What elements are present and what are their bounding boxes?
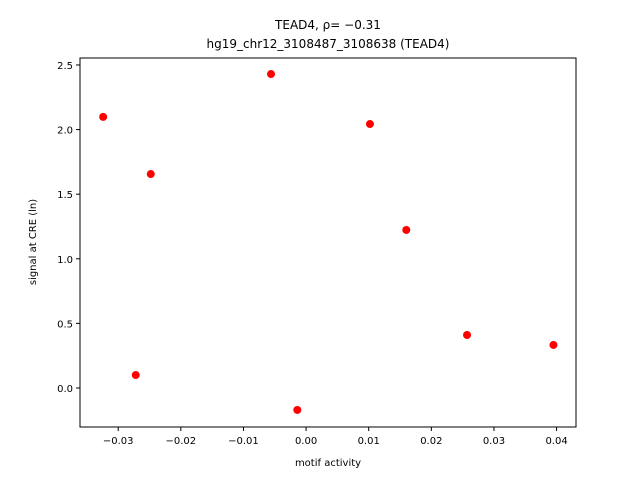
axes-frame xyxy=(79,57,577,428)
x-axis-label: motif activity xyxy=(295,458,361,469)
point xyxy=(293,405,302,414)
chart-subtitle: hg19_chr12_3108487_3108638 (TEAD4) xyxy=(207,37,450,51)
point xyxy=(131,371,140,380)
x-tick-label: −0.01 xyxy=(228,436,259,447)
x-tick-label: 0.00 xyxy=(295,436,317,447)
x-tick-label: 0.02 xyxy=(420,436,442,447)
y-tick-label: 1.0 xyxy=(57,255,73,266)
point xyxy=(267,70,276,79)
y-tick-label: 0.0 xyxy=(57,384,73,395)
y-tick-label: 1.5 xyxy=(57,190,73,201)
point xyxy=(463,331,472,340)
chart-title: TEAD4, ρ= −0.31 xyxy=(274,18,381,32)
x-tick-label: 0.04 xyxy=(545,436,567,447)
point xyxy=(146,170,155,179)
x-tick-label: −0.02 xyxy=(166,436,197,447)
y-tick-label: 2.5 xyxy=(57,61,73,72)
point xyxy=(99,112,108,121)
x-tick-label: −0.03 xyxy=(103,436,134,447)
y-tick-label: 2.0 xyxy=(57,126,73,137)
y-tick-label: 0.5 xyxy=(57,319,73,330)
point xyxy=(365,120,374,129)
point xyxy=(402,225,411,234)
point xyxy=(549,340,558,349)
x-tick-label: 0.03 xyxy=(483,436,505,447)
y-axis-label: signal at CRE (ln) xyxy=(28,199,39,285)
x-tick-label: 0.01 xyxy=(358,436,380,447)
